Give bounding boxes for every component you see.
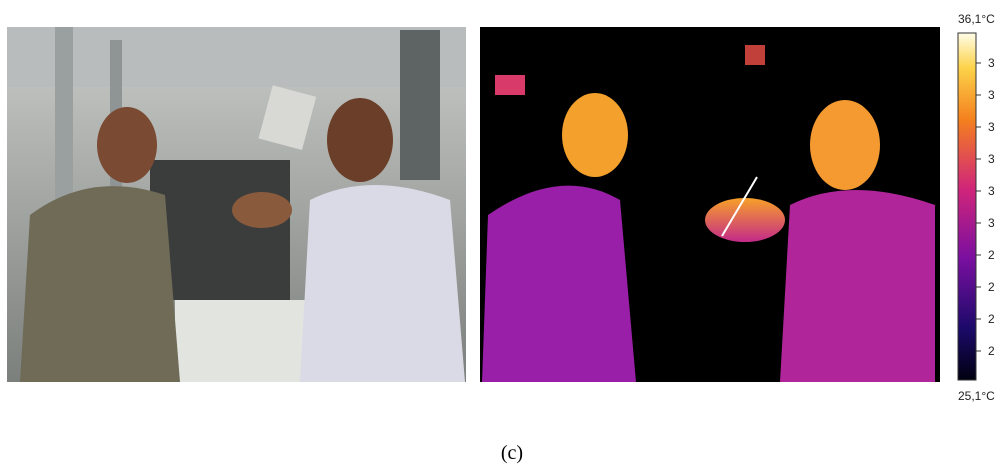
colorbar-ticks: 3 3 3 3 3 3 2 2 2 2	[976, 56, 995, 358]
colorbar-tick-label: 3	[988, 56, 995, 70]
visible-photo	[7, 27, 466, 382]
colorbar-tick-label: 3	[988, 88, 995, 102]
colorbar-tick-label: 2	[988, 248, 995, 262]
colorbar-tick-label: 3	[988, 152, 995, 166]
colorbar-max: 36,1°C	[958, 12, 995, 26]
page: 3333332222 36,1°C 25,1°C (c) (() => { co…	[0, 0, 1005, 468]
colorbar-tick-label: 2	[988, 344, 995, 358]
caption: (c)	[501, 442, 523, 464]
colorbar-min: 25,1°C	[958, 389, 995, 403]
colorbar-tick-label: 3	[988, 120, 995, 134]
colorbar-tick-label: 3	[988, 184, 995, 198]
colorbar-tick-label: 2	[988, 280, 995, 294]
colorbar-tick-label: 3	[988, 216, 995, 230]
colorbar	[958, 33, 976, 380]
colorbar-scale	[958, 33, 976, 380]
colorbar-tick-label: 2	[988, 312, 995, 326]
figure: 3 3 3 3 3 3 2 2 2 2 36,1°C 25,1°C (c)	[0, 0, 1005, 468]
thermal-photo	[480, 27, 940, 382]
